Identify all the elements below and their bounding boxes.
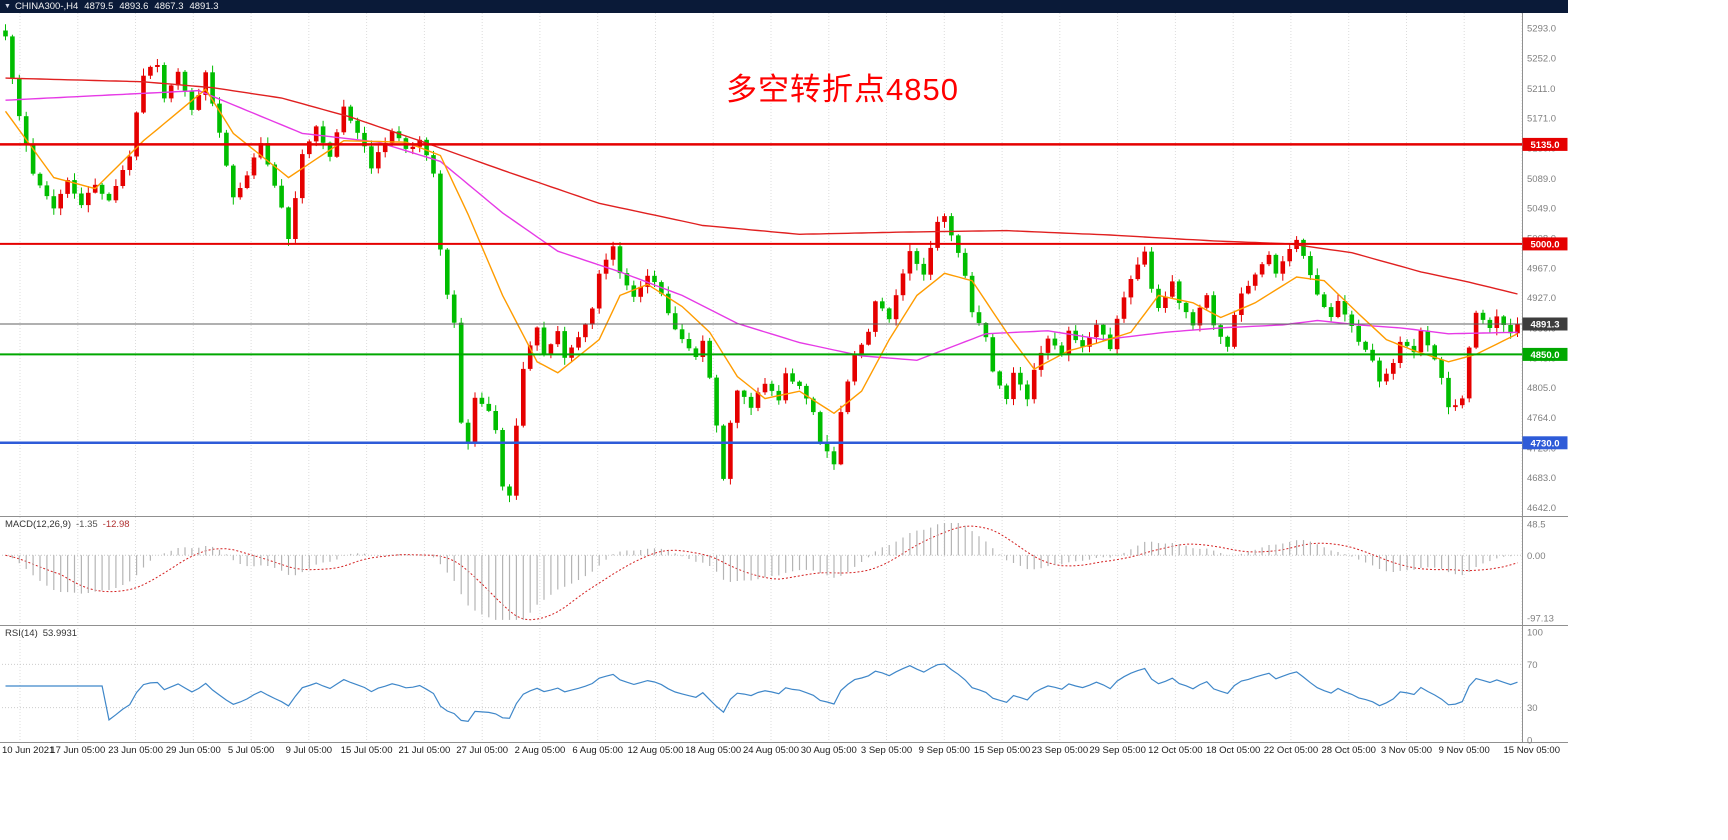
price-tag-5000.0: 5000.0: [1522, 237, 1568, 251]
rsi-panel: [2, 663, 1522, 723]
rsi-name: RSI(14): [5, 628, 38, 639]
svg-text:12 Oct 05:00: 12 Oct 05:00: [1148, 745, 1202, 756]
indicator-axis-labels: 48.5 0.00 -97.13 100 70 30 0: [1527, 520, 1554, 747]
ohlc-low: 4867.3: [154, 1, 184, 12]
svg-text:17 Jun 05:00: 17 Jun 05:00: [50, 745, 105, 756]
svg-text:4642.0: 4642.0: [1527, 503, 1556, 514]
macd-main-value: -1.35: [76, 519, 98, 530]
svg-text:30 Aug 05:00: 30 Aug 05:00: [801, 745, 857, 756]
svg-text:12 Aug 05:00: 12 Aug 05:00: [627, 745, 683, 756]
gridlines: [19, 13, 1523, 742]
price-tag-5135.0: 5135.0: [1522, 137, 1568, 151]
svg-text:24 Aug 05:00: 24 Aug 05:00: [743, 745, 799, 756]
price-tag-4850.0: 4850.0: [1522, 347, 1568, 361]
svg-text:9 Sep 05:00: 9 Sep 05:00: [919, 745, 970, 756]
svg-text:9 Nov 05:00: 9 Nov 05:00: [1439, 745, 1490, 756]
svg-text:15 Jul 05:00: 15 Jul 05:00: [341, 745, 393, 756]
svg-text:4891.3: 4891.3: [1530, 320, 1559, 331]
svg-text:0.00: 0.00: [1527, 551, 1546, 562]
svg-text:5171.0: 5171.0: [1527, 113, 1556, 124]
svg-text:29 Jun 05:00: 29 Jun 05:00: [166, 745, 221, 756]
svg-text:4850.0: 4850.0: [1530, 350, 1559, 361]
svg-text:48.5: 48.5: [1527, 520, 1546, 531]
ohlc-high: 4893.6: [119, 1, 149, 12]
svg-text:5135.0: 5135.0: [1530, 140, 1559, 151]
svg-text:5252.0: 5252.0: [1527, 54, 1556, 65]
svg-text:4967.0: 4967.0: [1527, 264, 1556, 275]
svg-text:100: 100: [1527, 628, 1543, 639]
svg-text:4683.0: 4683.0: [1527, 473, 1556, 484]
svg-text:6 Aug 05:00: 6 Aug 05:00: [572, 745, 623, 756]
rsi-line: [5, 663, 1518, 723]
svg-text:27 Jul 05:00: 27 Jul 05:00: [456, 745, 508, 756]
svg-text:29 Sep 05:00: 29 Sep 05:00: [1089, 745, 1146, 756]
svg-text:5089.0: 5089.0: [1527, 174, 1556, 185]
svg-text:4764.0: 4764.0: [1527, 413, 1556, 424]
svg-text:4805.0: 4805.0: [1527, 383, 1556, 394]
svg-text:2 Aug 05:00: 2 Aug 05:00: [515, 745, 566, 756]
svg-text:5211.0: 5211.0: [1527, 84, 1555, 95]
svg-text:18 Aug 05:00: 18 Aug 05:00: [685, 745, 741, 756]
svg-text:4730.0: 4730.0: [1530, 438, 1559, 449]
svg-text:18 Oct 05:00: 18 Oct 05:00: [1206, 745, 1260, 756]
svg-text:70: 70: [1527, 660, 1538, 671]
svg-text:-97.13: -97.13: [1527, 614, 1554, 625]
price-tag-4891.3: 4891.3: [1522, 317, 1568, 331]
svg-text:21 Jul 05:00: 21 Jul 05:00: [399, 745, 451, 756]
svg-text:3 Sep 05:00: 3 Sep 05:00: [861, 745, 912, 756]
svg-text:5049.0: 5049.0: [1527, 203, 1556, 214]
rsi-value: 53.9931: [42, 628, 78, 639]
macd-name: MACD(12,26,9): [5, 519, 71, 530]
panel-separators: [0, 13, 1568, 743]
svg-text:28 Oct 05:00: 28 Oct 05:00: [1321, 745, 1375, 756]
price-tag-4730.0: 4730.0: [1522, 436, 1568, 450]
chart-title-bar: ▼ CHINA300-,H4 4879.5 4893.6 4867.3 4891…: [0, 0, 1568, 13]
svg-text:0: 0: [1527, 736, 1532, 747]
macd-panel: [2, 525, 1522, 621]
svg-text:15 Sep 05:00: 15 Sep 05:00: [974, 745, 1031, 756]
rsi-indicator-label: RSI(14) 53.9931: [5, 628, 77, 639]
svg-text:4927.0: 4927.0: [1527, 293, 1556, 304]
symbol-timeframe-label: CHINA300-,H4: [14, 1, 79, 12]
svg-text:23 Jun 05:00: 23 Jun 05:00: [108, 745, 163, 756]
ohlc-open: 4879.5: [84, 1, 114, 12]
macd-histogram: [11, 523, 1519, 620]
candles-layer: [3, 24, 1520, 503]
svg-text:5 Jul 05:00: 5 Jul 05:00: [228, 745, 274, 756]
macd-indicator-label: MACD(12,26,9) -1.35 -12.98: [5, 519, 130, 530]
macd-signal-line: [5, 525, 1518, 621]
chart-annotation-text: 多空转折点4850: [726, 72, 959, 107]
svg-text:30: 30: [1527, 703, 1538, 714]
symbol-dropdown-icon[interactable]: ▼: [4, 3, 11, 10]
svg-text:9 Jul 05:00: 9 Jul 05:00: [286, 745, 332, 756]
svg-text:5000.0: 5000.0: [1530, 239, 1559, 250]
mid-ma-line: [5, 89, 1518, 362]
svg-text:5293.0: 5293.0: [1527, 24, 1556, 35]
ohlc-close: 4891.3: [189, 1, 219, 12]
svg-text:23 Sep 05:00: 23 Sep 05:00: [1032, 745, 1089, 756]
fast-ma-line: [4, 88, 1518, 415]
macd-signal-value: -12.98: [102, 519, 130, 530]
svg-text:10 Jun 2021: 10 Jun 2021: [2, 745, 54, 756]
svg-text:15 Nov 05:00: 15 Nov 05:00: [1503, 745, 1560, 756]
svg-text:3 Nov 05:00: 3 Nov 05:00: [1381, 745, 1432, 756]
svg-text:22 Oct 05:00: 22 Oct 05:00: [1264, 745, 1318, 756]
